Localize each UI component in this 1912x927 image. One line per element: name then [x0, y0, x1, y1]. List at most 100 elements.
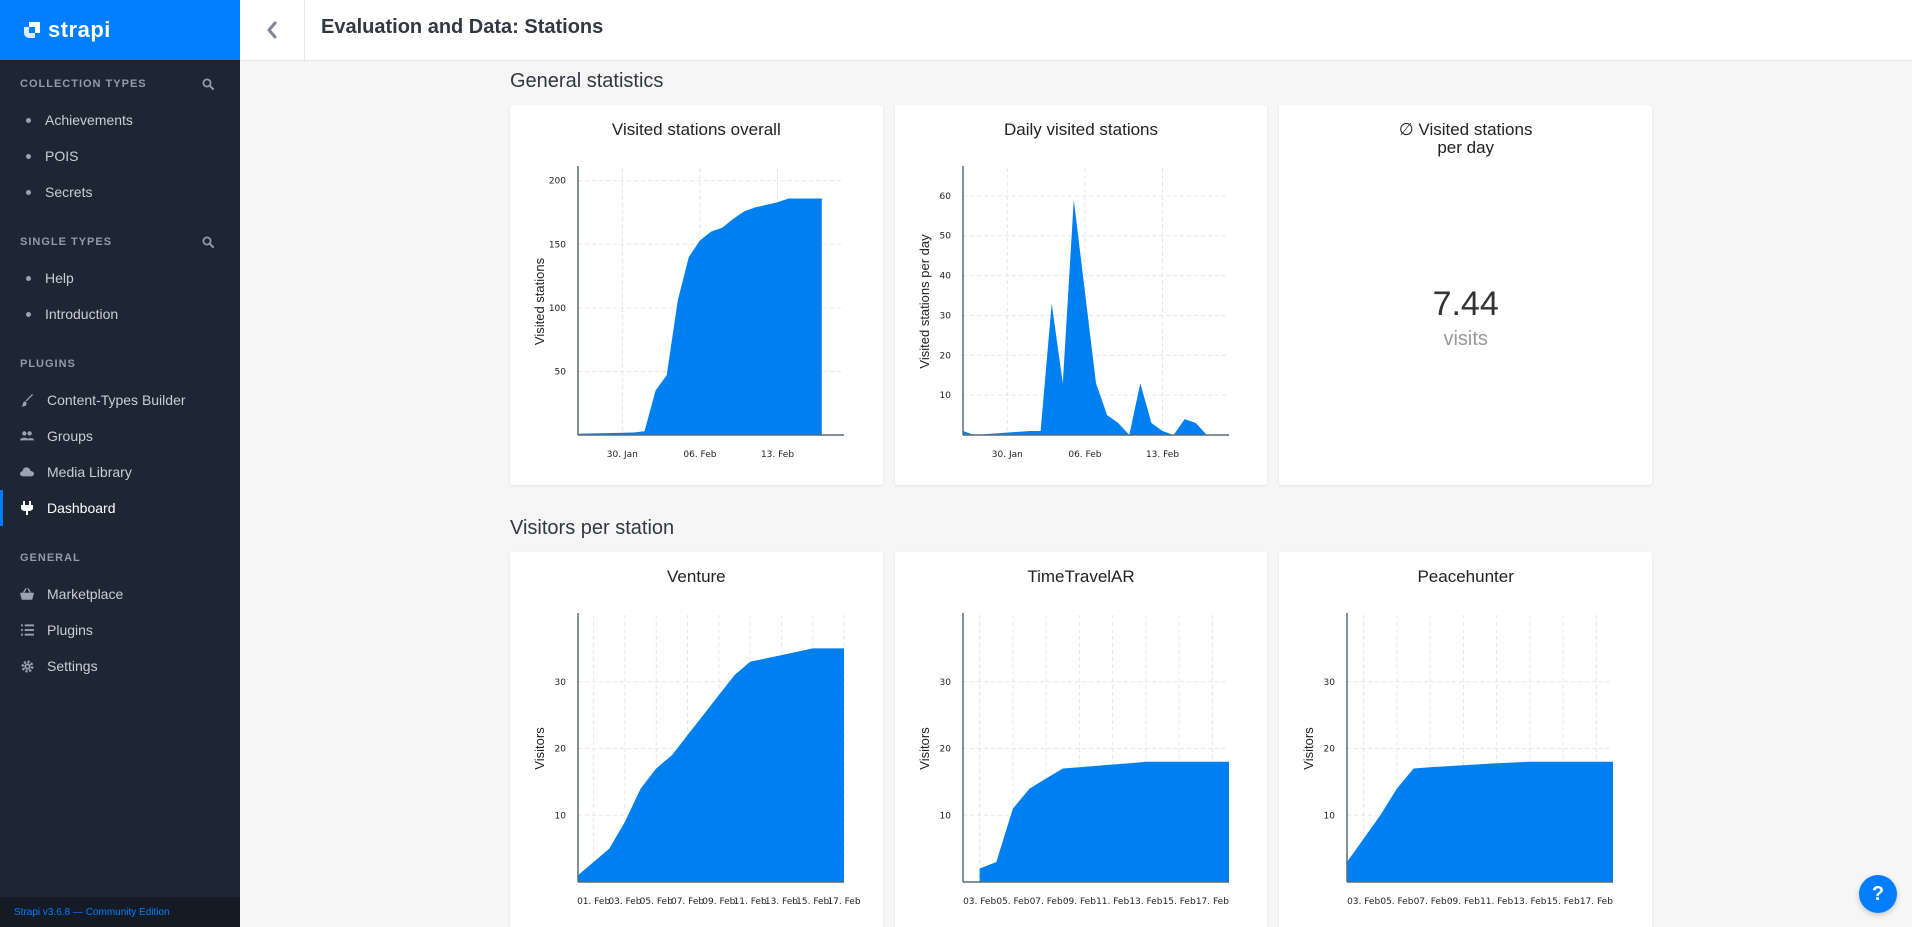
sidebar-section-title: GENERAL [20, 552, 81, 564]
plug-icon [20, 501, 34, 515]
sidebar-item-groups[interactable]: Groups [0, 418, 240, 454]
sidebar-item-label: Marketplace [47, 586, 124, 602]
strapi-logo-icon [22, 20, 42, 40]
bullet-icon [26, 189, 31, 195]
sidebar-list: Help Introduction [0, 260, 240, 332]
sidebar-item-secrets[interactable]: Secrets [0, 174, 240, 210]
y-tick-label: 200 [549, 177, 566, 187]
sidebar-section-header: GENERAL [0, 546, 240, 570]
y-tick-label: 20 [555, 745, 567, 755]
x-tick-label: 17. Feb [1195, 897, 1228, 907]
sidebar-item-plugins[interactable]: Plugins [0, 612, 240, 648]
x-tick-label: 17. Feb [827, 897, 860, 907]
x-tick-label: 09. Feb [1447, 897, 1480, 907]
sidebar-list: Content-Types Builder Groups Media Library… [0, 382, 240, 526]
chart-visited-overall: 30. Jan 06. Feb 13. Feb 50 100 150 200 Visited … [532, 166, 844, 460]
area-series [578, 648, 844, 882]
y-axis-label: Visitors [917, 727, 932, 770]
average-title-line2: per day [1437, 138, 1495, 157]
sidebar-item-dashboard[interactable]: Dashboard [0, 490, 240, 526]
sidebar-section-plugins: PLUGINS Content-Types Builder Groups Media … [0, 352, 240, 526]
x-tick-label: 13. Feb [761, 450, 794, 460]
chart-card-timetravelar: TimeTravelAR 03. Feb 05. Feb 07. Feb 09. Fe… [894, 552, 1268, 927]
average-value: 7.44 [1432, 285, 1499, 323]
sidebar-item-label: Groups [47, 428, 93, 444]
general-statistics-heading: General statistics [510, 70, 664, 92]
sidebar-item-achievements[interactable]: Achievements [0, 102, 240, 138]
x-tick-label: 07. Feb [671, 897, 704, 907]
sidebar-list: Marketplace Plugins Settings [0, 576, 240, 684]
average-unit: visits [1443, 328, 1488, 350]
y-tick-label: 50 [939, 232, 951, 242]
sidebar-section-header: SINGLE TYPES [0, 230, 240, 254]
search-icon[interactable] [202, 78, 214, 90]
basket-icon [20, 587, 34, 601]
sidebar-item-label: Secrets [45, 184, 93, 200]
sidebar-item-media-library[interactable]: Media Library [0, 454, 240, 490]
y-tick-label: 30 [555, 678, 567, 688]
x-tick-label: 11. Feb [1480, 897, 1513, 907]
users-icon [20, 429, 34, 443]
gear-icon [20, 659, 34, 673]
header: Evaluation and Data: Stations [240, 0, 1912, 61]
sidebar-list: Achievements POIS Secrets [0, 102, 240, 210]
x-tick-label: 07. Feb [1029, 897, 1062, 907]
y-tick-label: 100 [549, 304, 566, 314]
x-tick-label: 30. Jan [607, 450, 638, 460]
brush-icon [20, 393, 34, 407]
x-tick-label: 05. Feb [1381, 897, 1414, 907]
version-footer[interactable]: Strapi v3.6.8 — Community Edition [0, 897, 240, 927]
sidebar-section-header: COLLECTION TYPES [0, 72, 240, 96]
sidebar-item-pois[interactable]: POIS [0, 138, 240, 174]
x-tick-label: 03. Feb [608, 897, 641, 907]
list-icon [20, 623, 34, 637]
help-button[interactable]: ? [1859, 875, 1897, 913]
chart-title: Peacehunter [1417, 567, 1514, 586]
bullet-icon [26, 153, 31, 159]
x-tick-label: 05. Feb [996, 897, 1029, 907]
x-tick-label: 30. Jan [991, 450, 1022, 460]
sidebar-section-header: PLUGINS [0, 352, 240, 376]
y-tick-label: 60 [939, 192, 951, 202]
y-axis-label: Visited stations per day [917, 234, 932, 369]
x-tick-label: 03. Feb [1347, 897, 1380, 907]
strapi-logo[interactable]: strapi [22, 17, 111, 43]
x-tick-label: 09. Feb [702, 897, 735, 907]
x-tick-label: 06. Feb [1068, 450, 1101, 460]
x-tick-label: 05. Feb [640, 897, 673, 907]
sidebar-section-title: COLLECTION TYPES [20, 78, 147, 90]
sidebar-item-content-types-builder[interactable]: Content-Types Builder [0, 382, 240, 418]
sidebar-item-settings[interactable]: Settings [0, 648, 240, 684]
sidebar-item-label: Plugins [47, 622, 93, 638]
cloud-icon [20, 465, 34, 479]
area-series [1347, 761, 1614, 882]
sidebar: strapi COLLECTION TYPES Achievements POIS S… [0, 0, 240, 927]
back-button[interactable] [240, 0, 305, 61]
page-title: Evaluation and Data: Stations [321, 15, 604, 38]
y-tick-label: 150 [549, 240, 566, 250]
x-tick-label: 07. Feb [1414, 897, 1447, 907]
sidebar-item-label: Dashboard [47, 500, 116, 516]
brand-bar[interactable]: strapi [0, 0, 240, 60]
sidebar-item-label: Help [45, 270, 74, 286]
sidebar-item-marketplace[interactable]: Marketplace [0, 576, 240, 612]
y-axis-label: Visitors [1301, 727, 1316, 770]
y-tick-label: 10 [939, 391, 951, 401]
sidebar-section-title: PLUGINS [20, 358, 76, 370]
x-tick-label: 09. Feb [1062, 897, 1095, 907]
sidebar-item-label: Content-Types Builder [47, 392, 186, 408]
sidebar-nav: COLLECTION TYPES Achievements POIS Secrets S… [0, 72, 240, 684]
chart-card-visited-overall: Visited stations overall 30. Jan 06. Feb 1… [510, 105, 883, 485]
x-tick-label: 11. Feb [734, 897, 767, 907]
chart-card-venture: Venture 01. Feb 03. Feb 05. Feb 07. Feb 09. … [510, 552, 883, 927]
general-statistics-cards: Visited stations overall 30. Jan 06. Feb 1… [510, 105, 1653, 485]
area-series [979, 761, 1229, 882]
y-tick-label: 30 [939, 678, 951, 688]
sidebar-item-introduction[interactable]: Introduction [0, 296, 240, 332]
y-tick-label: 10 [555, 811, 567, 821]
sidebar-section-single-types: SINGLE TYPES Help Introduction [0, 230, 240, 332]
sidebar-item-help[interactable]: Help [0, 260, 240, 296]
search-icon[interactable] [202, 236, 214, 248]
chart-title: Venture [667, 567, 726, 586]
y-tick-label: 30 [1324, 678, 1336, 688]
